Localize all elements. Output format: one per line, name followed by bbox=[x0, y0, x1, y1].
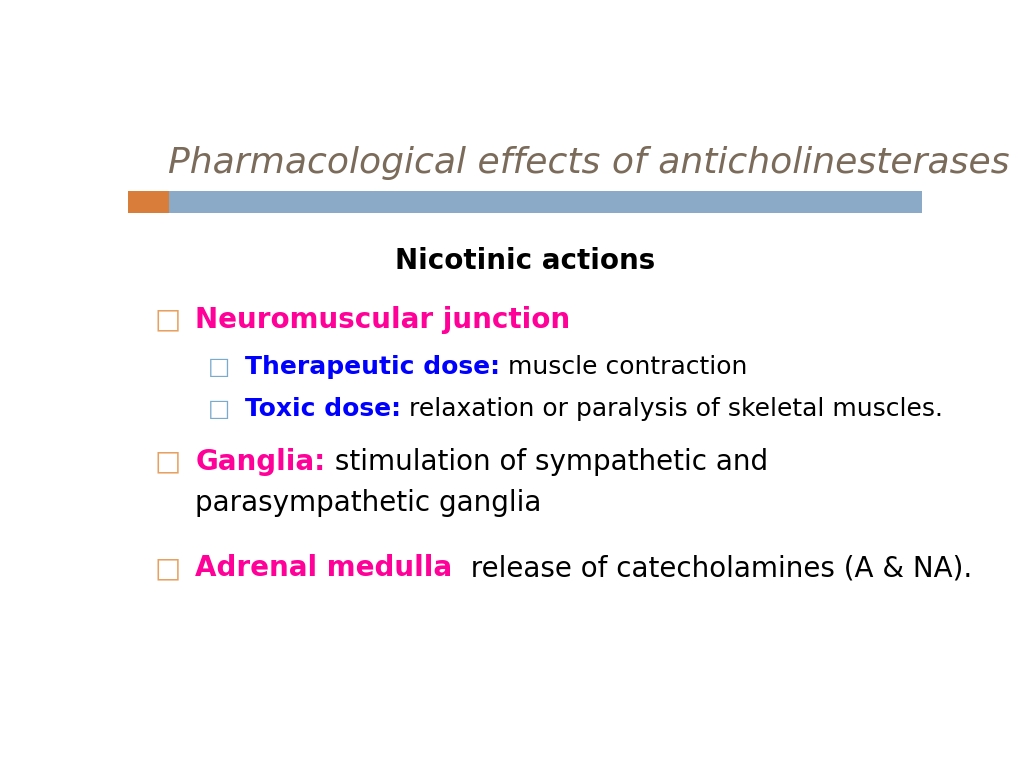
Text: relaxation or paralysis of skeletal muscles.: relaxation or paralysis of skeletal musc… bbox=[401, 396, 943, 421]
Text: Nicotinic actions: Nicotinic actions bbox=[394, 247, 655, 275]
Bar bbox=[169, 191, 922, 214]
Text: □: □ bbox=[155, 306, 181, 334]
Text: Adrenal medulla: Adrenal medulla bbox=[196, 554, 453, 582]
Text: parasympathetic ganglia: parasympathetic ganglia bbox=[196, 489, 542, 517]
Text: release of catecholamines (A & NA).: release of catecholamines (A & NA). bbox=[453, 554, 972, 582]
Text: □: □ bbox=[208, 396, 230, 421]
Bar bbox=[128, 191, 169, 214]
Text: Ganglia:: Ganglia: bbox=[196, 448, 326, 475]
Text: stimulation of sympathetic and: stimulation of sympathetic and bbox=[326, 448, 768, 475]
Text: muscle contraction: muscle contraction bbox=[501, 355, 748, 379]
Text: □: □ bbox=[155, 448, 181, 475]
Text: Toxic dose:: Toxic dose: bbox=[246, 396, 401, 421]
Text: Neuromuscular junction: Neuromuscular junction bbox=[196, 306, 570, 334]
Text: □: □ bbox=[155, 554, 181, 582]
Text: □: □ bbox=[208, 355, 230, 379]
Text: Pharmacological effects of anticholinesterases: Pharmacological effects of anticholinest… bbox=[168, 146, 1010, 180]
Text: Therapeutic dose:: Therapeutic dose: bbox=[246, 355, 501, 379]
